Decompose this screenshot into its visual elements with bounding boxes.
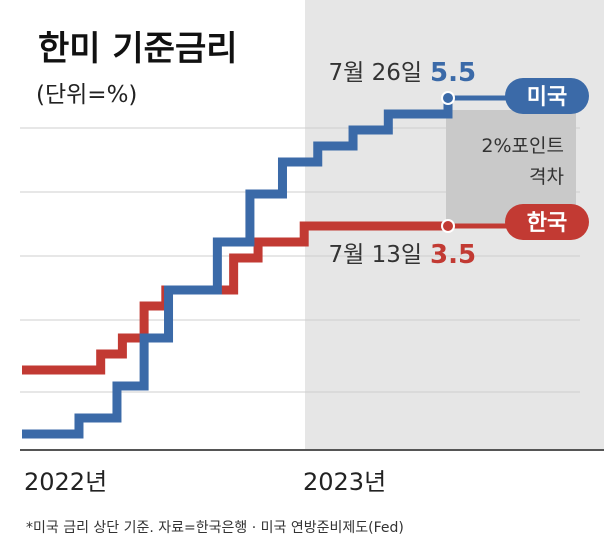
us-endpoint-dot	[441, 91, 455, 105]
us-value-label: 5.5	[430, 58, 476, 88]
chart-subtitle: (단위=%)	[36, 82, 137, 108]
us-date-label: 7월 26일	[328, 60, 422, 86]
us-tag-label: 미국	[527, 85, 567, 110]
x-tick-2023: 2023년	[303, 468, 386, 496]
us-tag	[505, 78, 589, 114]
kr-endpoint-dot	[441, 219, 455, 233]
chart-title: 한미 기준금리	[38, 29, 238, 69]
gap-label-line2: 격차	[529, 166, 564, 188]
kr-tag-label: 한국	[527, 211, 567, 236]
gap-label-line1: 2%포인트	[481, 135, 564, 157]
kr-tag	[505, 204, 589, 240]
x-tick-2022: 2022년	[24, 468, 107, 496]
series-line-us	[22, 98, 453, 439]
source-note: *미국 금리 상단 기준. 자료=한국은행 · 미국 연방준비제도(Fed)	[26, 520, 404, 536]
kr-value-label: 3.5	[430, 240, 476, 270]
kr-date-label: 7월 13일	[328, 242, 422, 268]
